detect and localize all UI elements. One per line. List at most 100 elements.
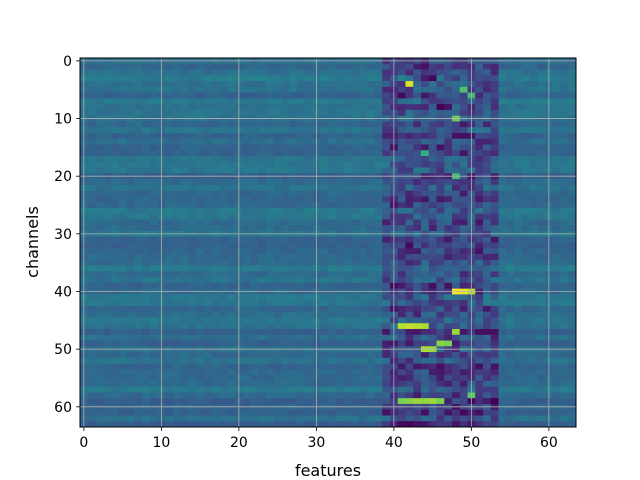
heatmap-cell [537, 127, 546, 134]
heatmap-cell [320, 207, 329, 215]
heatmap-cell [506, 132, 515, 140]
heatmap-cell [382, 69, 391, 76]
heatmap-cell [227, 75, 236, 82]
heatmap-cell [382, 127, 391, 134]
heatmap-cell [289, 213, 298, 220]
heatmap-cell [521, 357, 530, 364]
heatmap-cell [103, 248, 112, 255]
heatmap-cell [188, 369, 197, 376]
heatmap-cell [219, 219, 228, 226]
heatmap-cell [242, 196, 251, 203]
heatmap-cell [289, 340, 298, 347]
heatmap-cell [514, 254, 523, 261]
heatmap-cell [568, 311, 577, 318]
heatmap-cell [343, 63, 352, 70]
heatmap-cell [459, 386, 468, 393]
heatmap-cell [180, 277, 189, 284]
heatmap-cell [211, 127, 220, 134]
heatmap-cell [103, 328, 112, 336]
heatmap-cell [374, 121, 383, 128]
heatmap-cell [498, 363, 507, 370]
heatmap-cell [529, 156, 538, 163]
heatmap-cell [506, 328, 515, 336]
heatmap-cell [405, 357, 414, 364]
heatmap-cell [529, 311, 538, 318]
heatmap-cell [560, 109, 569, 117]
heatmap-cell [397, 86, 406, 93]
heatmap-cell [149, 92, 158, 99]
heatmap-cell [537, 282, 546, 290]
heatmap-cell [537, 328, 546, 336]
heatmap-cell [475, 104, 484, 111]
heatmap-cell [87, 69, 96, 76]
heatmap-cell [180, 219, 189, 226]
heatmap-cell [219, 317, 228, 324]
heatmap-cell [87, 421, 96, 428]
y-tick-label: 10 [54, 112, 72, 128]
heatmap-cell [359, 363, 368, 370]
heatmap-cell [149, 421, 158, 428]
heatmap-cell [421, 277, 430, 284]
heatmap-cell [211, 179, 220, 186]
heatmap-cell [382, 421, 391, 428]
heatmap-cell [266, 184, 275, 192]
heatmap-cell [95, 294, 104, 301]
heatmap-cell [134, 69, 143, 76]
heatmap-cell [436, 75, 445, 82]
heatmap-cell [188, 138, 197, 145]
heatmap-cell [204, 357, 213, 364]
heatmap-cell [297, 363, 306, 370]
heatmap-cell [242, 254, 251, 261]
heatmap-cell [273, 305, 282, 313]
heatmap-cell [126, 300, 135, 307]
heatmap-cell [560, 144, 569, 151]
heatmap-cell [281, 202, 290, 209]
heatmap-cell [335, 225, 344, 232]
heatmap-cell [382, 179, 391, 186]
heatmap-cell [165, 421, 174, 428]
heatmap-cell [335, 132, 344, 140]
heatmap-cell [382, 104, 391, 111]
heatmap-cell [281, 363, 290, 370]
heatmap-cell [103, 282, 112, 290]
heatmap-cell [227, 190, 236, 197]
heatmap-cell [328, 328, 337, 336]
heatmap-cell [304, 409, 313, 416]
heatmap-cell [475, 380, 484, 388]
heatmap-cell [328, 352, 337, 359]
heatmap-cell [421, 282, 430, 290]
heatmap-cell [413, 386, 422, 393]
heatmap-cell [428, 282, 437, 290]
heatmap-cell [266, 277, 275, 284]
heatmap-cell [421, 127, 430, 134]
heatmap-cell [111, 104, 120, 111]
heatmap-cell [444, 392, 453, 399]
heatmap-cell [374, 156, 383, 163]
heatmap-cell [374, 219, 383, 226]
heatmap-cell [529, 409, 538, 416]
heatmap-cell [490, 392, 499, 399]
heatmap-cell [165, 271, 174, 278]
heatmap-cell [475, 242, 484, 249]
heatmap-cell [188, 300, 197, 307]
heatmap-cell [521, 184, 530, 192]
heatmap-cell [118, 380, 127, 388]
heatmap-cell [436, 352, 445, 359]
heatmap-cell [103, 352, 112, 359]
heatmap-cell [188, 132, 197, 140]
heatmap-cell [537, 179, 546, 186]
heatmap-cell [405, 254, 414, 261]
heatmap-cell [118, 409, 127, 416]
heatmap-cell [180, 179, 189, 186]
heatmap-cell [552, 363, 561, 370]
heatmap-cell [95, 179, 104, 186]
heatmap-cell [126, 294, 135, 301]
heatmap-cell [165, 75, 174, 82]
heatmap-cell [498, 392, 507, 399]
heatmap-cell [273, 300, 282, 307]
heatmap-cell [359, 254, 368, 261]
heatmap-cell [374, 323, 383, 330]
heatmap-cell [297, 369, 306, 376]
heatmap-cell [219, 323, 228, 330]
heatmap-cell [498, 156, 507, 163]
